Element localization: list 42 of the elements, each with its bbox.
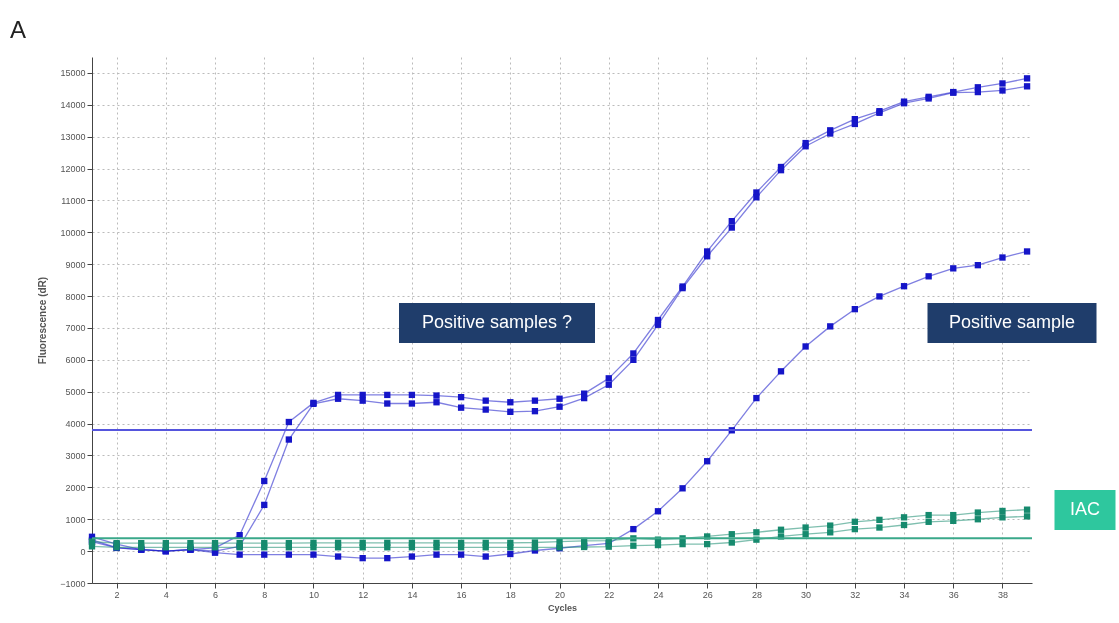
- y-tick-label: 10000: [60, 227, 86, 238]
- y-tick-label: 4000: [65, 419, 86, 430]
- x-axis-title: Cycles: [547, 602, 578, 613]
- x-tick-label: 6: [213, 589, 219, 600]
- y-tick-label: 8000: [65, 291, 86, 302]
- x-tick-label: 28: [751, 589, 762, 600]
- y-tick-label: 11000: [61, 195, 86, 206]
- y-tick-label: 1000: [65, 514, 86, 525]
- x-tick-label: 22: [604, 589, 615, 600]
- y-tick-label: 5000: [65, 387, 86, 398]
- x-tick-label: 30: [801, 589, 812, 600]
- annotation: Positive samples ?: [421, 312, 573, 332]
- y-tick-label: 6000: [65, 355, 86, 366]
- annotation: Positive sample: [948, 312, 1076, 332]
- x-tick-label: 24: [653, 589, 664, 600]
- x-tick-label: 4: [163, 589, 169, 600]
- text: IAC: [1069, 499, 1101, 519]
- y-tick-label: 7000: [65, 323, 86, 334]
- x-tick-label: 14: [407, 589, 418, 600]
- y-tick-label: 13000: [60, 132, 86, 143]
- x-tick-label: 12: [358, 589, 369, 600]
- x-tick-label: 26: [702, 589, 713, 600]
- y-tick-label: 14000: [60, 100, 86, 111]
- y-tick-label: 12000: [60, 164, 86, 175]
- x-tick-label: 18: [505, 589, 516, 600]
- x-tick-label: 8: [262, 589, 268, 600]
- x-tick-label: 36: [948, 589, 959, 600]
- x-tick-label: 32: [850, 589, 861, 600]
- x-tick-label: 2: [114, 589, 120, 600]
- x-tick-label: 38: [997, 589, 1008, 600]
- y-tick-label: 0: [80, 546, 86, 557]
- x-tick-label: 10: [308, 589, 319, 600]
- y-tick-label: 15000: [60, 68, 86, 79]
- chart-title: A: [10, 16, 27, 43]
- y-tick-label: 3000: [65, 450, 86, 461]
- y-axis-title: Fluorescence (dR): [37, 276, 49, 365]
- x-tick-label: 34: [899, 589, 910, 600]
- y-tick-label: −1000: [60, 578, 86, 589]
- y-tick-label: 2000: [65, 482, 86, 493]
- x-tick-label: 20: [555, 589, 566, 600]
- x-tick-label: 16: [456, 589, 467, 600]
- y-tick-label: 9000: [65, 259, 86, 270]
